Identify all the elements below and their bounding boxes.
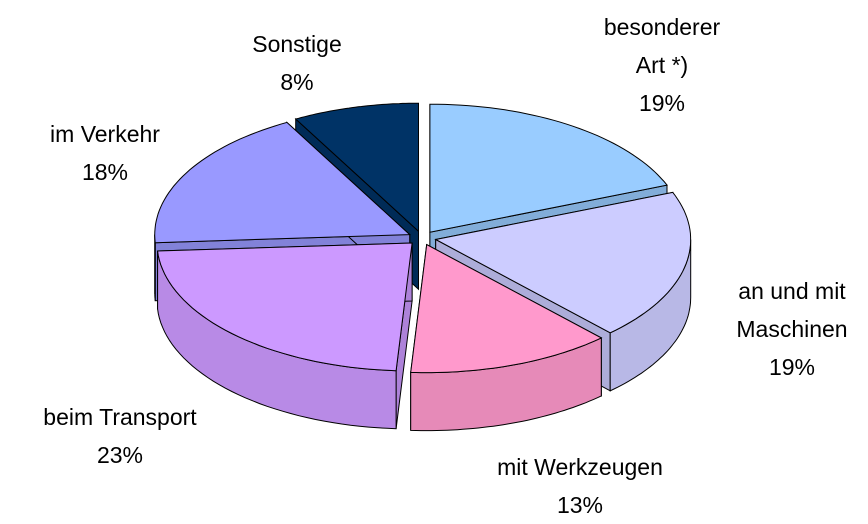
slice-label: Sonstige 8% <box>217 25 377 101</box>
value-label: 18% <box>81 159 129 185</box>
slice-label: an und mit Maschinen 19% <box>722 272 862 386</box>
category-label: an und mit Maschinen <box>736 278 848 342</box>
value-label: 19% <box>638 90 686 116</box>
value-label: 13% <box>556 492 604 518</box>
value-label: 19% <box>768 354 816 380</box>
category-label: beim Transport <box>43 404 197 430</box>
value-label: 8% <box>280 69 314 95</box>
category-label: Sonstige <box>252 31 342 57</box>
slice-wall <box>154 234 156 301</box>
slice-label: beim Transport 23% <box>0 398 240 474</box>
slice <box>294 102 419 233</box>
slice <box>410 243 603 374</box>
slice-label: im Verkehr 18% <box>5 115 205 191</box>
slice <box>434 191 692 334</box>
category-label: mit Werkzeugen <box>497 454 663 480</box>
category-label: besonderer Art *) <box>603 14 721 78</box>
category-label: im Verkehr <box>50 121 160 147</box>
slice <box>429 103 668 233</box>
value-label: 23% <box>96 442 144 468</box>
slice <box>154 121 411 244</box>
slice-label: mit Werkzeugen 13% <box>460 448 700 524</box>
slice <box>157 242 413 372</box>
slice-label: besonderer Art *) 19% <box>587 8 737 122</box>
